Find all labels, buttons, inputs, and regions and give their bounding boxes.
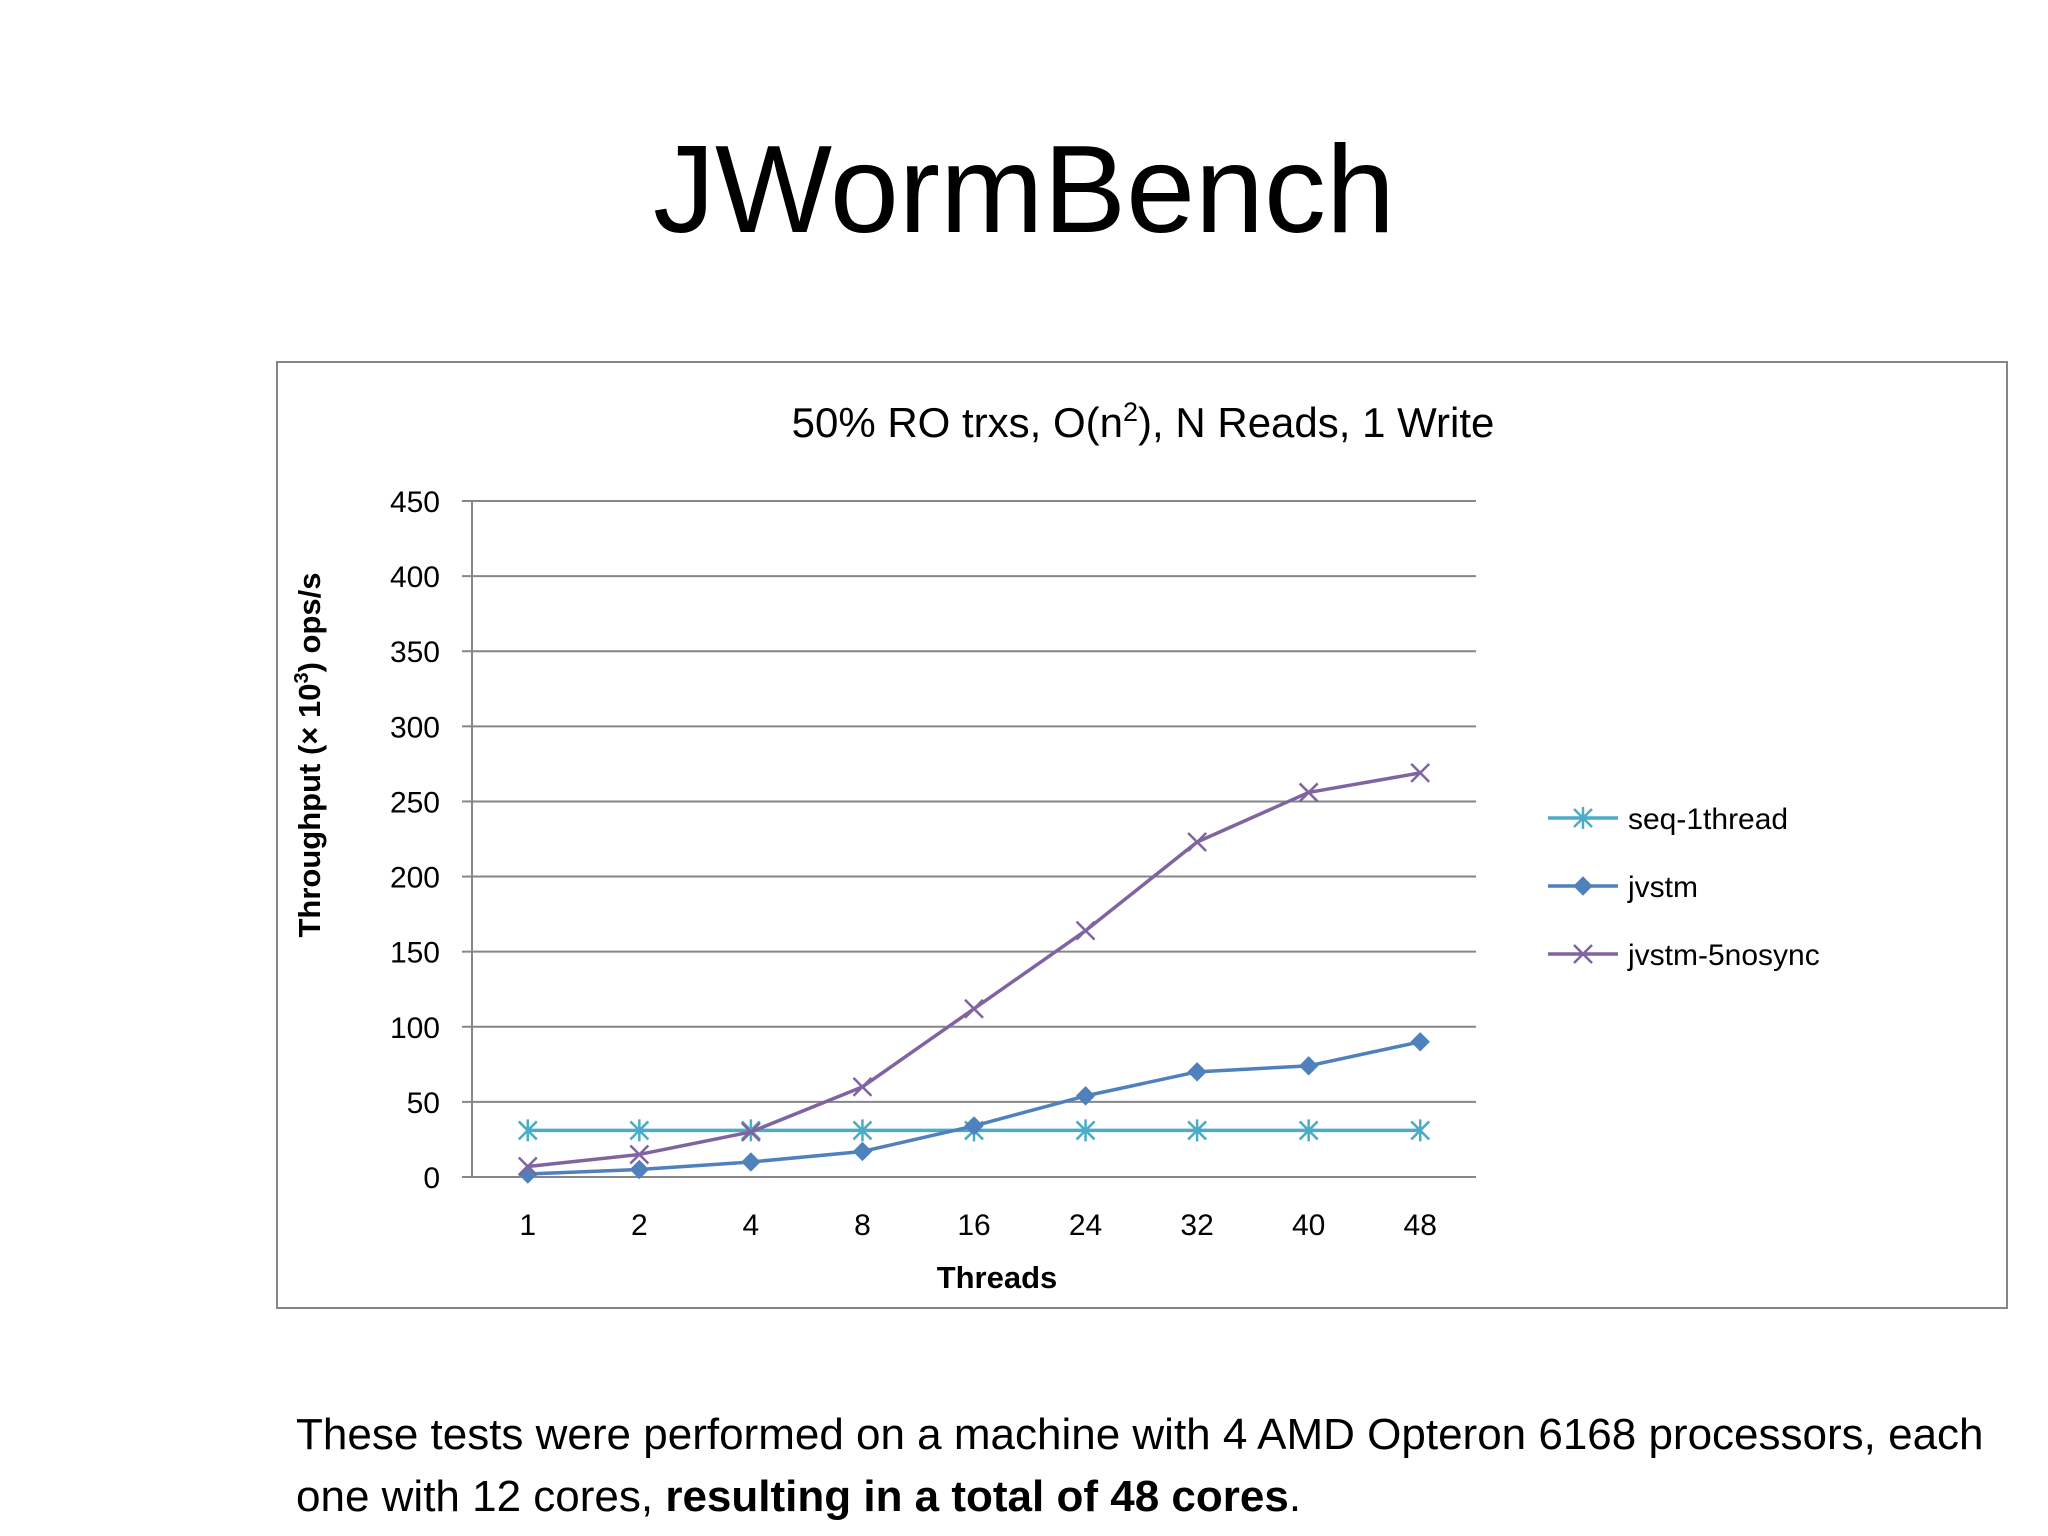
y-tick-label: 0 xyxy=(423,1162,440,1195)
x-tick-label: 48 xyxy=(1404,1209,1437,1242)
data-point xyxy=(1410,1032,1430,1052)
y-tick-label: 150 xyxy=(390,937,440,970)
legend-entry: seq-1thread xyxy=(1548,803,1788,836)
data-point xyxy=(964,1116,984,1136)
data-point xyxy=(741,1122,761,1142)
y-tick-label: 50 xyxy=(407,1087,440,1120)
data-point xyxy=(1075,1086,1096,1106)
x-tick-label: 4 xyxy=(743,1209,760,1242)
data-point xyxy=(1298,1056,1319,1076)
legend-entry: jvstm xyxy=(1548,871,1698,904)
data-point xyxy=(964,998,984,1019)
data-point xyxy=(852,1076,873,1097)
data-point xyxy=(1298,1119,1319,1142)
y-tick-label: 450 xyxy=(390,486,440,519)
legend-label: seq-1thread xyxy=(1628,803,1788,836)
y-tick-label: 400 xyxy=(390,561,440,594)
data-point xyxy=(1410,763,1431,783)
x-tick-label: 40 xyxy=(1292,1209,1325,1242)
slide-title: JWormBench xyxy=(653,121,1395,259)
data-point xyxy=(1075,1119,1096,1142)
x-tick-label: 16 xyxy=(957,1209,990,1242)
chart-title: 50% RO trxs, O(n2), N Reads, 1 Write xyxy=(792,397,1495,446)
x-tick-label: 32 xyxy=(1180,1209,1213,1242)
data-point xyxy=(1187,1062,1207,1082)
y-tick-label: 250 xyxy=(390,786,440,819)
data-point xyxy=(1410,1119,1431,1142)
x-tick-label: 24 xyxy=(1069,1209,1102,1242)
data-point xyxy=(1187,1119,1207,1142)
legend-entry: jvstm-5nosync xyxy=(1548,939,1820,972)
data-point xyxy=(852,1141,873,1162)
slide-caption: These tests were performed on a machine … xyxy=(296,1404,1996,1528)
data-point xyxy=(517,1119,538,1142)
y-tick-label: 200 xyxy=(390,862,440,895)
legend-marker xyxy=(1573,807,1593,829)
y-tick-label: 350 xyxy=(390,636,440,669)
x-axis-label: Threads xyxy=(937,1260,1058,1295)
series-line xyxy=(527,1040,1421,1176)
data-point xyxy=(629,1144,650,1165)
y-axis-label: Throughput (× 103) ops/s xyxy=(291,572,327,937)
legend-marker xyxy=(1573,876,1593,896)
data-point xyxy=(1075,920,1096,941)
x-tick-label: 8 xyxy=(854,1209,871,1242)
x-tick-label: 1 xyxy=(519,1209,536,1242)
series-line xyxy=(527,771,1421,1169)
x-tick-label: 2 xyxy=(631,1209,648,1242)
data-point xyxy=(1187,832,1207,852)
legend-label: jvstm-5nosync xyxy=(1627,939,1820,972)
caption-emphasis: resulting in a total of 48 cores xyxy=(665,1472,1289,1521)
legend-marker xyxy=(1573,944,1593,964)
data-point xyxy=(629,1159,650,1180)
caption-end: . xyxy=(1288,1472,1302,1521)
line-chart: 50% RO trxs, O(n2), N Reads, 1 Write Thr… xyxy=(291,397,1820,1295)
data-point xyxy=(741,1152,761,1172)
series-jvstm-5nosync xyxy=(517,763,1431,1177)
y-tick-label: 300 xyxy=(390,711,440,744)
series-jvstm xyxy=(518,1032,1430,1184)
data-point xyxy=(629,1119,650,1142)
data-point xyxy=(852,1119,873,1142)
y-tick-label: 100 xyxy=(390,1012,440,1045)
caption-text: These tests were performed on a machine … xyxy=(296,1410,1984,1521)
legend-label: jvstm xyxy=(1627,871,1698,904)
chart-container: 50% RO trxs, O(n2), N Reads, 1 Write Thr… xyxy=(276,361,2008,1309)
data-point xyxy=(517,1156,538,1177)
data-point xyxy=(1298,782,1319,803)
